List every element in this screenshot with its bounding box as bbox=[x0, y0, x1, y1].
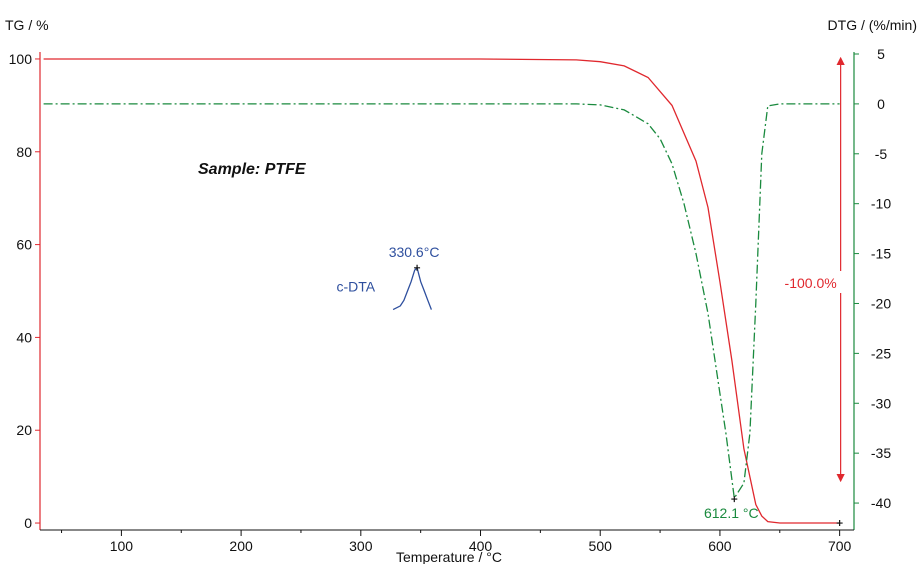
y-right-tick-label: -40 bbox=[871, 495, 891, 511]
dta-series-line bbox=[392, 266, 433, 311]
y-right-tick-label: 0 bbox=[877, 96, 885, 112]
x-axis-title: Temperature / °C bbox=[396, 549, 502, 564]
y-left-tick-label: 100 bbox=[9, 51, 33, 67]
x-axis-ticks: 100 200 300 400 500 600 700 bbox=[61, 530, 852, 554]
dtg-peak-label: 612.1 °C bbox=[704, 505, 759, 521]
dtg-peak-marker bbox=[731, 496, 738, 503]
y-right-tick-label: -35 bbox=[871, 445, 891, 461]
x-tick-label: 300 bbox=[349, 538, 373, 554]
x-tick-label: 700 bbox=[828, 538, 852, 554]
dta-peak-marker bbox=[414, 264, 421, 271]
y-left-axis-ticks: 0 20 40 60 80 100 bbox=[9, 51, 40, 531]
y-right-tick-label: -10 bbox=[871, 196, 891, 212]
y-right-axis-title: DTG / (%/min) bbox=[828, 17, 917, 33]
y-right-tick-label: -20 bbox=[871, 295, 891, 311]
tg-series-line bbox=[43, 58, 840, 524]
y-left-axis-title: TG / % bbox=[5, 17, 49, 33]
mass-change-label: -100.0% bbox=[785, 275, 837, 291]
x-tick-label: 200 bbox=[229, 538, 253, 554]
x-tick-label: 100 bbox=[110, 538, 134, 554]
y-left-tick-label: 40 bbox=[16, 329, 32, 345]
y-left-tick-label: 20 bbox=[16, 422, 32, 438]
y-left-tick-label: 0 bbox=[24, 515, 32, 531]
y-right-tick-label: -15 bbox=[871, 246, 891, 262]
mass-change-label-bg bbox=[778, 271, 843, 293]
y-right-axis-ticks: 5 0 -5 -10 -15 -20 -25 -30 -35 -40 bbox=[854, 46, 891, 511]
y-right-tick-label: -5 bbox=[875, 146, 888, 162]
y-left-tick-label: 80 bbox=[16, 144, 32, 160]
x-tick-label: 500 bbox=[589, 538, 613, 554]
sample-label: Sample: PTFE bbox=[198, 161, 307, 178]
x-tick-label: 400 bbox=[469, 538, 493, 554]
y-right-tick-label: 5 bbox=[877, 46, 885, 62]
dta-peak-label: 330.6°C bbox=[389, 244, 440, 260]
x-tick-label: 600 bbox=[708, 538, 732, 554]
tg-end-marker bbox=[836, 520, 843, 527]
y-left-tick-label: 60 bbox=[16, 237, 32, 253]
dta-series-label: c-DTA bbox=[337, 279, 376, 295]
y-right-tick-label: -30 bbox=[871, 395, 891, 411]
dtg-series-line bbox=[43, 103, 840, 500]
y-right-tick-label: -25 bbox=[871, 345, 891, 361]
